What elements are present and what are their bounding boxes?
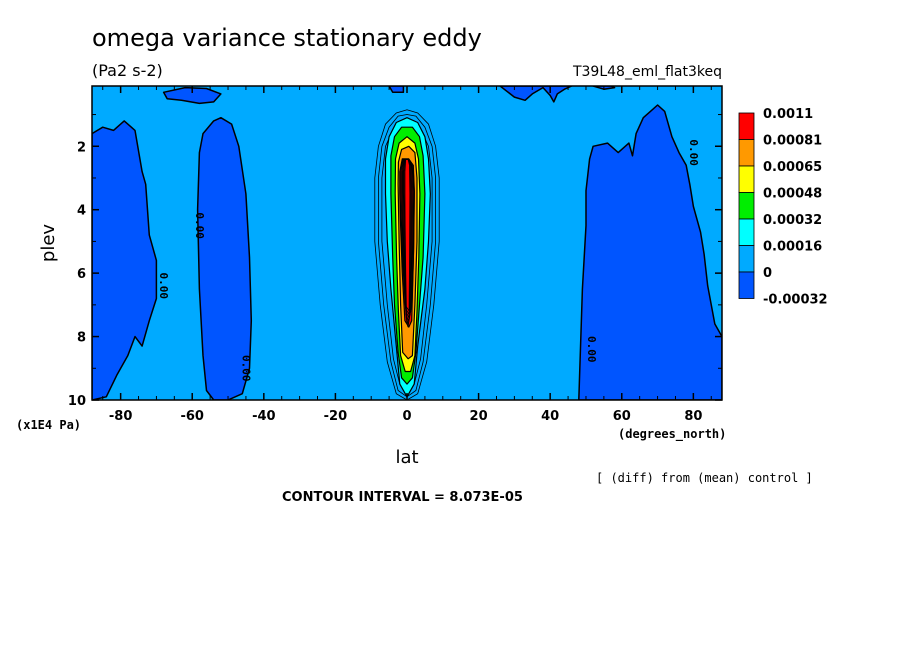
negative-region-north-midlat (578, 104, 722, 400)
legend-label: 0 (763, 266, 772, 281)
legend-swatch (738, 271, 755, 299)
contour-label: 0.00 (585, 336, 598, 363)
x-tick-label: 20 (470, 409, 488, 424)
legend-label: 0.0011 (763, 107, 813, 122)
contour-label: 0.00 (239, 355, 252, 382)
y-axis-units: (x1E4 Pa) (16, 418, 81, 432)
core-outline-contour (374, 109, 440, 400)
y-axis-label: plev (38, 224, 59, 263)
negative-region-top-center (388, 86, 405, 94)
legend-label: 0.00048 (763, 187, 822, 202)
legend-label: 0.00016 (763, 240, 822, 255)
legend-label: 0.00081 (763, 134, 822, 149)
legend-label: 0.00032 (763, 213, 822, 228)
core-outline-contour (377, 114, 437, 398)
x-tick-label: 80 (684, 409, 702, 424)
legend-swatch (738, 218, 755, 246)
y-tick-label: 6 (77, 267, 86, 282)
y-tick-label: 4 (77, 204, 86, 219)
contour-label: 0.00 (193, 212, 206, 239)
x-tick-label: -60 (180, 409, 204, 424)
x-tick-label: -40 (252, 409, 276, 424)
legend-label: 0.00065 (763, 160, 822, 175)
legend-label: -0.00032 (763, 293, 828, 308)
x-tick-label: -20 (324, 409, 348, 424)
color-legend: 0.0011 0.00081 0.00065 0.00048 0.00032 0.0001… (738, 107, 828, 308)
negative-region-top-right (499, 86, 573, 103)
y-tick-label: 2 (77, 140, 86, 155)
legend-swatch (738, 139, 755, 167)
contour-interval: CONTOUR INTERVAL = 8.073E-05 (282, 490, 523, 505)
x-tick-label: 40 (541, 409, 559, 424)
legend-swatch (738, 165, 755, 193)
y-tick-label: 8 (77, 331, 86, 346)
x-tick-label: 0 (402, 409, 411, 424)
x-tick-label: -80 (109, 409, 133, 424)
chart-units: (Pa2 s-2) (92, 61, 163, 80)
diff-note: [ (diff) from (mean) control ] (596, 471, 813, 485)
core-inner-contour (404, 158, 411, 328)
chart-title: omega variance stationary eddy (92, 24, 482, 52)
legend-swatch (738, 245, 755, 273)
y-tick-label: 10 (68, 394, 86, 409)
negative-region-south-polar (92, 120, 158, 400)
contour-label: 0.00 (687, 139, 700, 166)
run-label: T39L48_eml_flat3keq (572, 64, 722, 80)
contour-label: 0.00 (157, 273, 170, 300)
x-axis-label: lat (395, 447, 418, 468)
x-tick-label: 60 (613, 409, 631, 424)
legend-swatch (738, 192, 755, 220)
x-axis-units: (degrees_north) (618, 427, 726, 442)
legend-swatch (738, 112, 755, 140)
negative-region-south-midlat (196, 116, 253, 400)
